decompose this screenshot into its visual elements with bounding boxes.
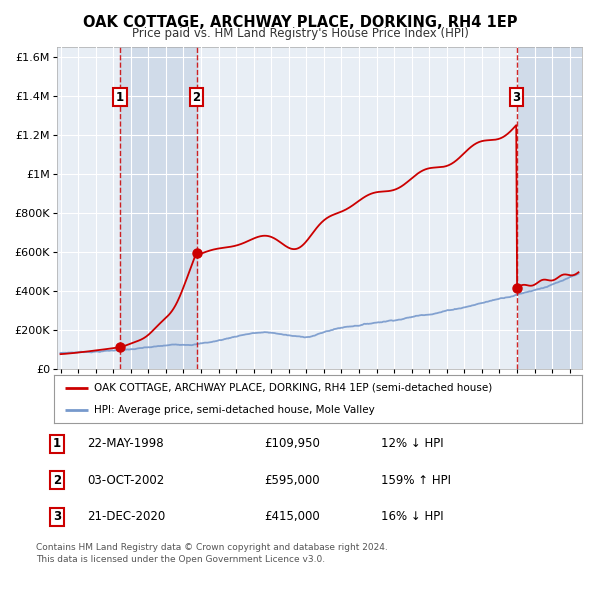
Text: 16% ↓ HPI: 16% ↓ HPI xyxy=(381,510,443,523)
Bar xyxy=(120,47,197,369)
Text: 3: 3 xyxy=(512,90,521,103)
Text: OAK COTTAGE, ARCHWAY PLACE, DORKING, RH4 1EP: OAK COTTAGE, ARCHWAY PLACE, DORKING, RH4… xyxy=(83,15,517,30)
Text: 159% ↑ HPI: 159% ↑ HPI xyxy=(381,474,451,487)
Bar xyxy=(517,47,582,369)
Text: £415,000: £415,000 xyxy=(264,510,320,523)
Text: 3: 3 xyxy=(53,510,61,523)
Text: This data is licensed under the Open Government Licence v3.0.: This data is licensed under the Open Gov… xyxy=(36,555,325,564)
Text: 12% ↓ HPI: 12% ↓ HPI xyxy=(381,437,443,450)
Text: Price paid vs. HM Land Registry's House Price Index (HPI): Price paid vs. HM Land Registry's House … xyxy=(131,27,469,40)
Text: £109,950: £109,950 xyxy=(264,437,320,450)
Text: 22-MAY-1998: 22-MAY-1998 xyxy=(87,437,164,450)
Text: HPI: Average price, semi-detached house, Mole Valley: HPI: Average price, semi-detached house,… xyxy=(94,405,374,415)
Text: 2: 2 xyxy=(53,474,61,487)
Text: 03-OCT-2002: 03-OCT-2002 xyxy=(87,474,164,487)
Text: OAK COTTAGE, ARCHWAY PLACE, DORKING, RH4 1EP (semi-detached house): OAK COTTAGE, ARCHWAY PLACE, DORKING, RH4… xyxy=(94,383,492,393)
Text: Contains HM Land Registry data © Crown copyright and database right 2024.: Contains HM Land Registry data © Crown c… xyxy=(36,543,388,552)
Text: £595,000: £595,000 xyxy=(264,474,320,487)
Text: 2: 2 xyxy=(193,90,200,103)
Text: 1: 1 xyxy=(116,90,124,103)
Text: 21-DEC-2020: 21-DEC-2020 xyxy=(87,510,165,523)
Text: 1: 1 xyxy=(53,437,61,450)
